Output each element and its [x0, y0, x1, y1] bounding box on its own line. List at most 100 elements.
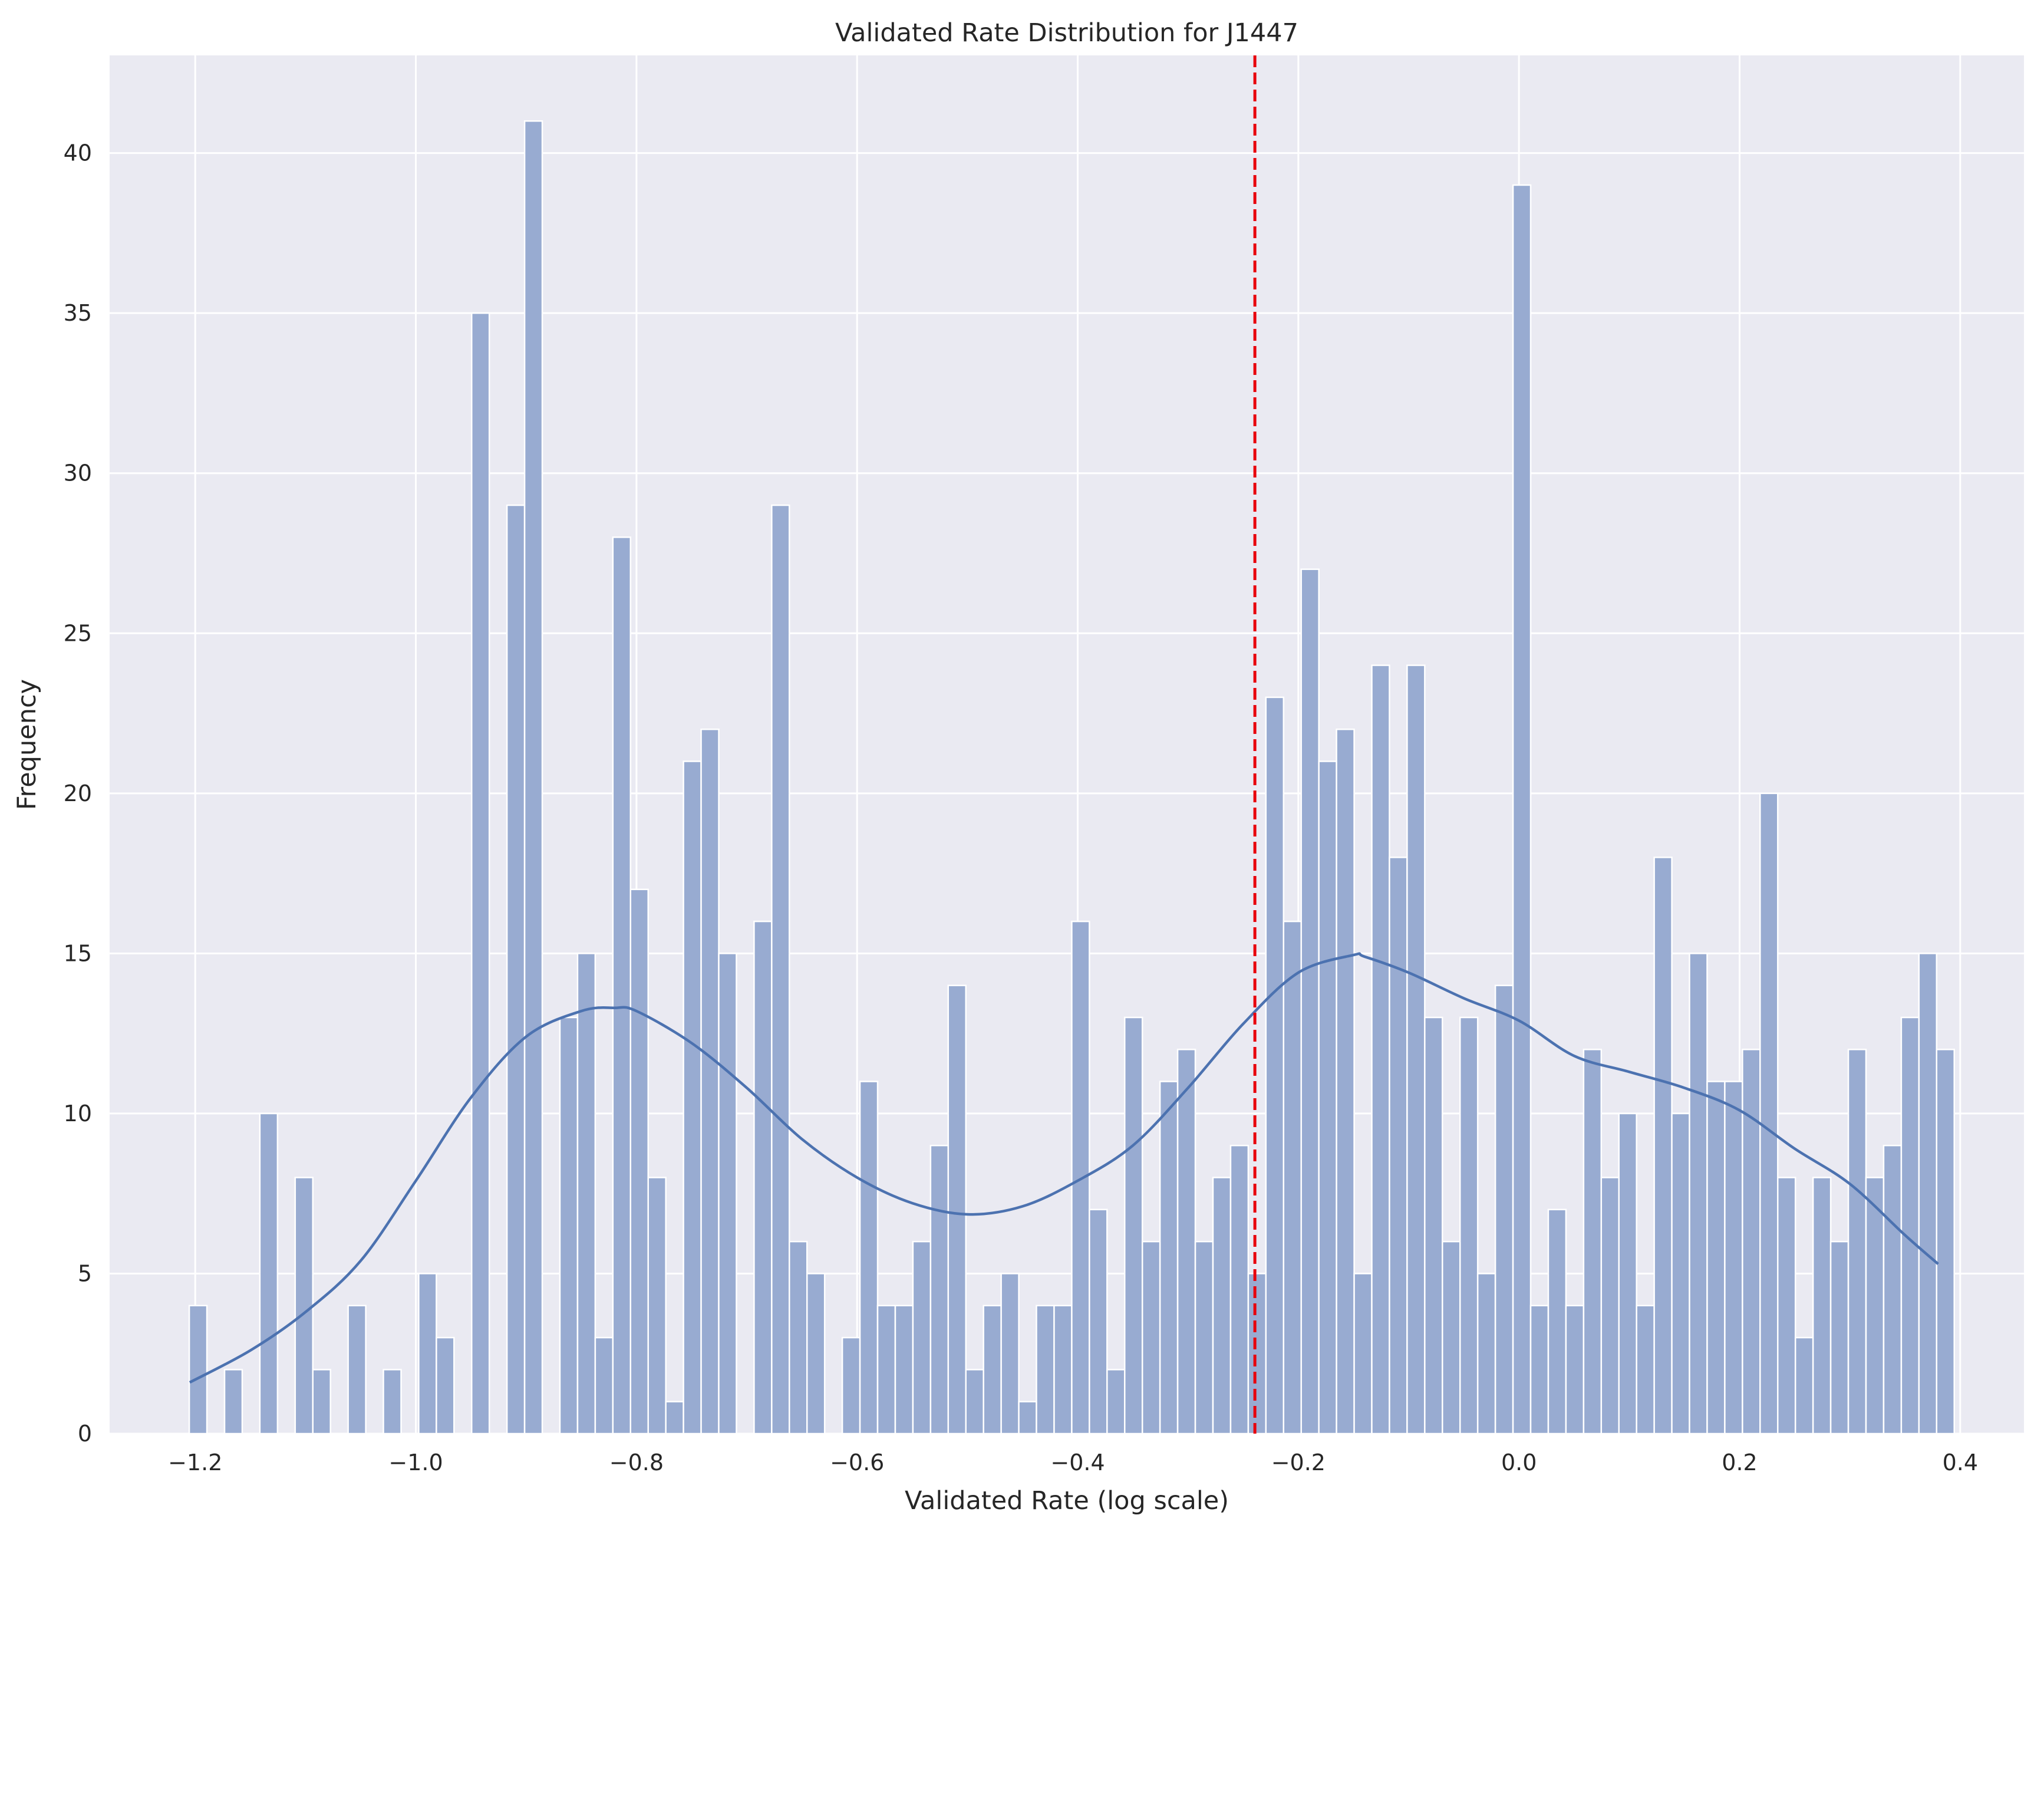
histogram-bar-79	[1583, 1049, 1603, 1435]
histogram-bar-85	[1689, 953, 1708, 1435]
histogram-bar-4	[259, 1112, 279, 1435]
x-tick-label-5: −0.2	[1271, 1450, 1326, 1475]
histogram-bar-93	[1829, 1240, 1850, 1435]
histogram-bar-37	[841, 1336, 861, 1435]
histogram-bar-18	[506, 504, 526, 1435]
y-tick-label-6: 30	[64, 460, 92, 486]
histogram-bar-67	[1371, 664, 1390, 1435]
histogram-bar-89	[1759, 792, 1779, 1435]
histogram-bar-27	[665, 1401, 684, 1435]
histogram-bar-24	[612, 536, 632, 1435]
y-tick-labels: 0 5 10 15 20 25 30 35 40	[64, 140, 92, 1447]
histogram-bar-70	[1424, 1016, 1443, 1435]
histogram-bar-95	[1865, 1177, 1885, 1435]
y-tick-label-1: 5	[78, 1260, 92, 1286]
histogram-bar-75	[1512, 184, 1532, 1435]
histogram-bar-30	[718, 953, 737, 1435]
histogram-bar-60	[1247, 1273, 1267, 1435]
histogram-bars	[188, 120, 1955, 1435]
histogram-bar-59	[1229, 1144, 1250, 1435]
y-tick-label-4: 20	[64, 780, 92, 806]
histogram-bar-56	[1176, 1049, 1196, 1435]
histogram-bar-91	[1794, 1336, 1814, 1435]
histogram-bar-0	[188, 1305, 208, 1435]
histogram-bar-9	[347, 1305, 367, 1435]
histogram-bar-28	[683, 760, 702, 1435]
histogram-bar-40	[894, 1305, 914, 1435]
histogram-bar-50	[1071, 920, 1090, 1435]
histogram-bar-39	[876, 1305, 896, 1435]
histogram-bar-47	[1018, 1401, 1037, 1435]
histogram-bar-16	[471, 312, 490, 1435]
histogram-bar-82	[1636, 1305, 1655, 1435]
histogram-bar-48	[1036, 1305, 1055, 1435]
x-tick-label-3: −0.6	[830, 1450, 884, 1475]
histogram-bar-43	[947, 984, 967, 1435]
histogram-bar-41	[912, 1240, 932, 1435]
histogram-bar-99	[1936, 1049, 1955, 1435]
histogram-bar-74	[1494, 984, 1514, 1435]
histogram-bar-23	[594, 1336, 614, 1435]
histogram-bar-86	[1706, 1081, 1726, 1435]
histogram-bar-88	[1742, 1049, 1761, 1435]
histogram-bar-26	[647, 1177, 667, 1435]
histogram-bar-76	[1529, 1305, 1550, 1435]
histogram-bar-49	[1053, 1305, 1073, 1435]
histogram-bar-83	[1653, 857, 1673, 1435]
histogram-bar-71	[1442, 1240, 1461, 1435]
y-axis-label: Frequency	[12, 679, 42, 810]
x-tick-label-7: 0.2	[1722, 1450, 1757, 1475]
histogram-bar-92	[1812, 1177, 1832, 1435]
histogram-bar-19	[523, 120, 543, 1435]
histogram-bar-63	[1300, 568, 1320, 1435]
histogram-bar-25	[629, 888, 649, 1435]
histogram-bar-42	[929, 1144, 950, 1435]
histogram-bar-69	[1406, 664, 1426, 1435]
histogram-bar-7	[312, 1369, 331, 1435]
histogram-bar-54	[1141, 1240, 1161, 1435]
x-tick-label-4: −0.4	[1050, 1450, 1105, 1475]
histogram-bar-55	[1159, 1081, 1179, 1435]
x-tick-labels: −1.2 −1.0 −0.8 −0.6 −0.4 −0.2 0.0 0.2 0.4	[168, 1450, 1978, 1475]
histogram-bar-64	[1318, 760, 1337, 1435]
y-tick-label-2: 10	[64, 1101, 92, 1127]
histogram-bar-34	[789, 1240, 808, 1435]
histogram-bar-84	[1671, 1112, 1690, 1435]
histogram-bar-62	[1283, 920, 1302, 1435]
histogram-bar-77	[1547, 1208, 1567, 1435]
histogram-bar-44	[965, 1369, 984, 1435]
kde-curve-group	[189, 952, 1939, 1384]
histogram-bar-81	[1618, 1112, 1637, 1435]
histogram-bar-51	[1089, 1208, 1108, 1435]
histogram-bar-29	[700, 728, 720, 1435]
histogram-bar-14	[436, 1336, 455, 1435]
y-tick-label-5: 25	[64, 620, 92, 646]
histogram-bar-52	[1106, 1369, 1126, 1435]
x-tick-label-0: −1.2	[168, 1450, 222, 1475]
kde-curve	[189, 952, 1939, 1384]
y-tick-label-7: 35	[64, 300, 92, 326]
histogram-bar-22	[576, 953, 596, 1435]
histogram-bar-68	[1389, 857, 1408, 1435]
y-tick-label-3: 15	[64, 940, 92, 966]
histogram-bar-58	[1212, 1177, 1232, 1435]
histogram-bar-35	[806, 1273, 826, 1435]
histogram-bar-11	[383, 1369, 402, 1435]
histogram-bar-13	[418, 1273, 437, 1435]
histogram-bar-78	[1565, 1305, 1585, 1435]
histogram-bar-53	[1124, 1016, 1143, 1435]
chart-title: Validated Rate Distribution for J1447	[835, 18, 1298, 48]
histogram-bar-98	[1918, 953, 1938, 1435]
x-tick-label-8: 0.4	[1943, 1450, 1978, 1475]
histogram-bar-96	[1883, 1144, 1903, 1435]
histogram-bar-38	[859, 1081, 879, 1435]
x-axis-label: Validated Rate (log scale)	[905, 1486, 1229, 1516]
histogram-bar-46	[1000, 1273, 1020, 1435]
histogram-bar-94	[1847, 1049, 1867, 1435]
histogram-bar-32	[753, 920, 773, 1435]
histogram-bar-57	[1194, 1240, 1214, 1435]
histogram-bar-97	[1900, 1016, 1920, 1435]
histogram-bar-65	[1336, 728, 1355, 1435]
